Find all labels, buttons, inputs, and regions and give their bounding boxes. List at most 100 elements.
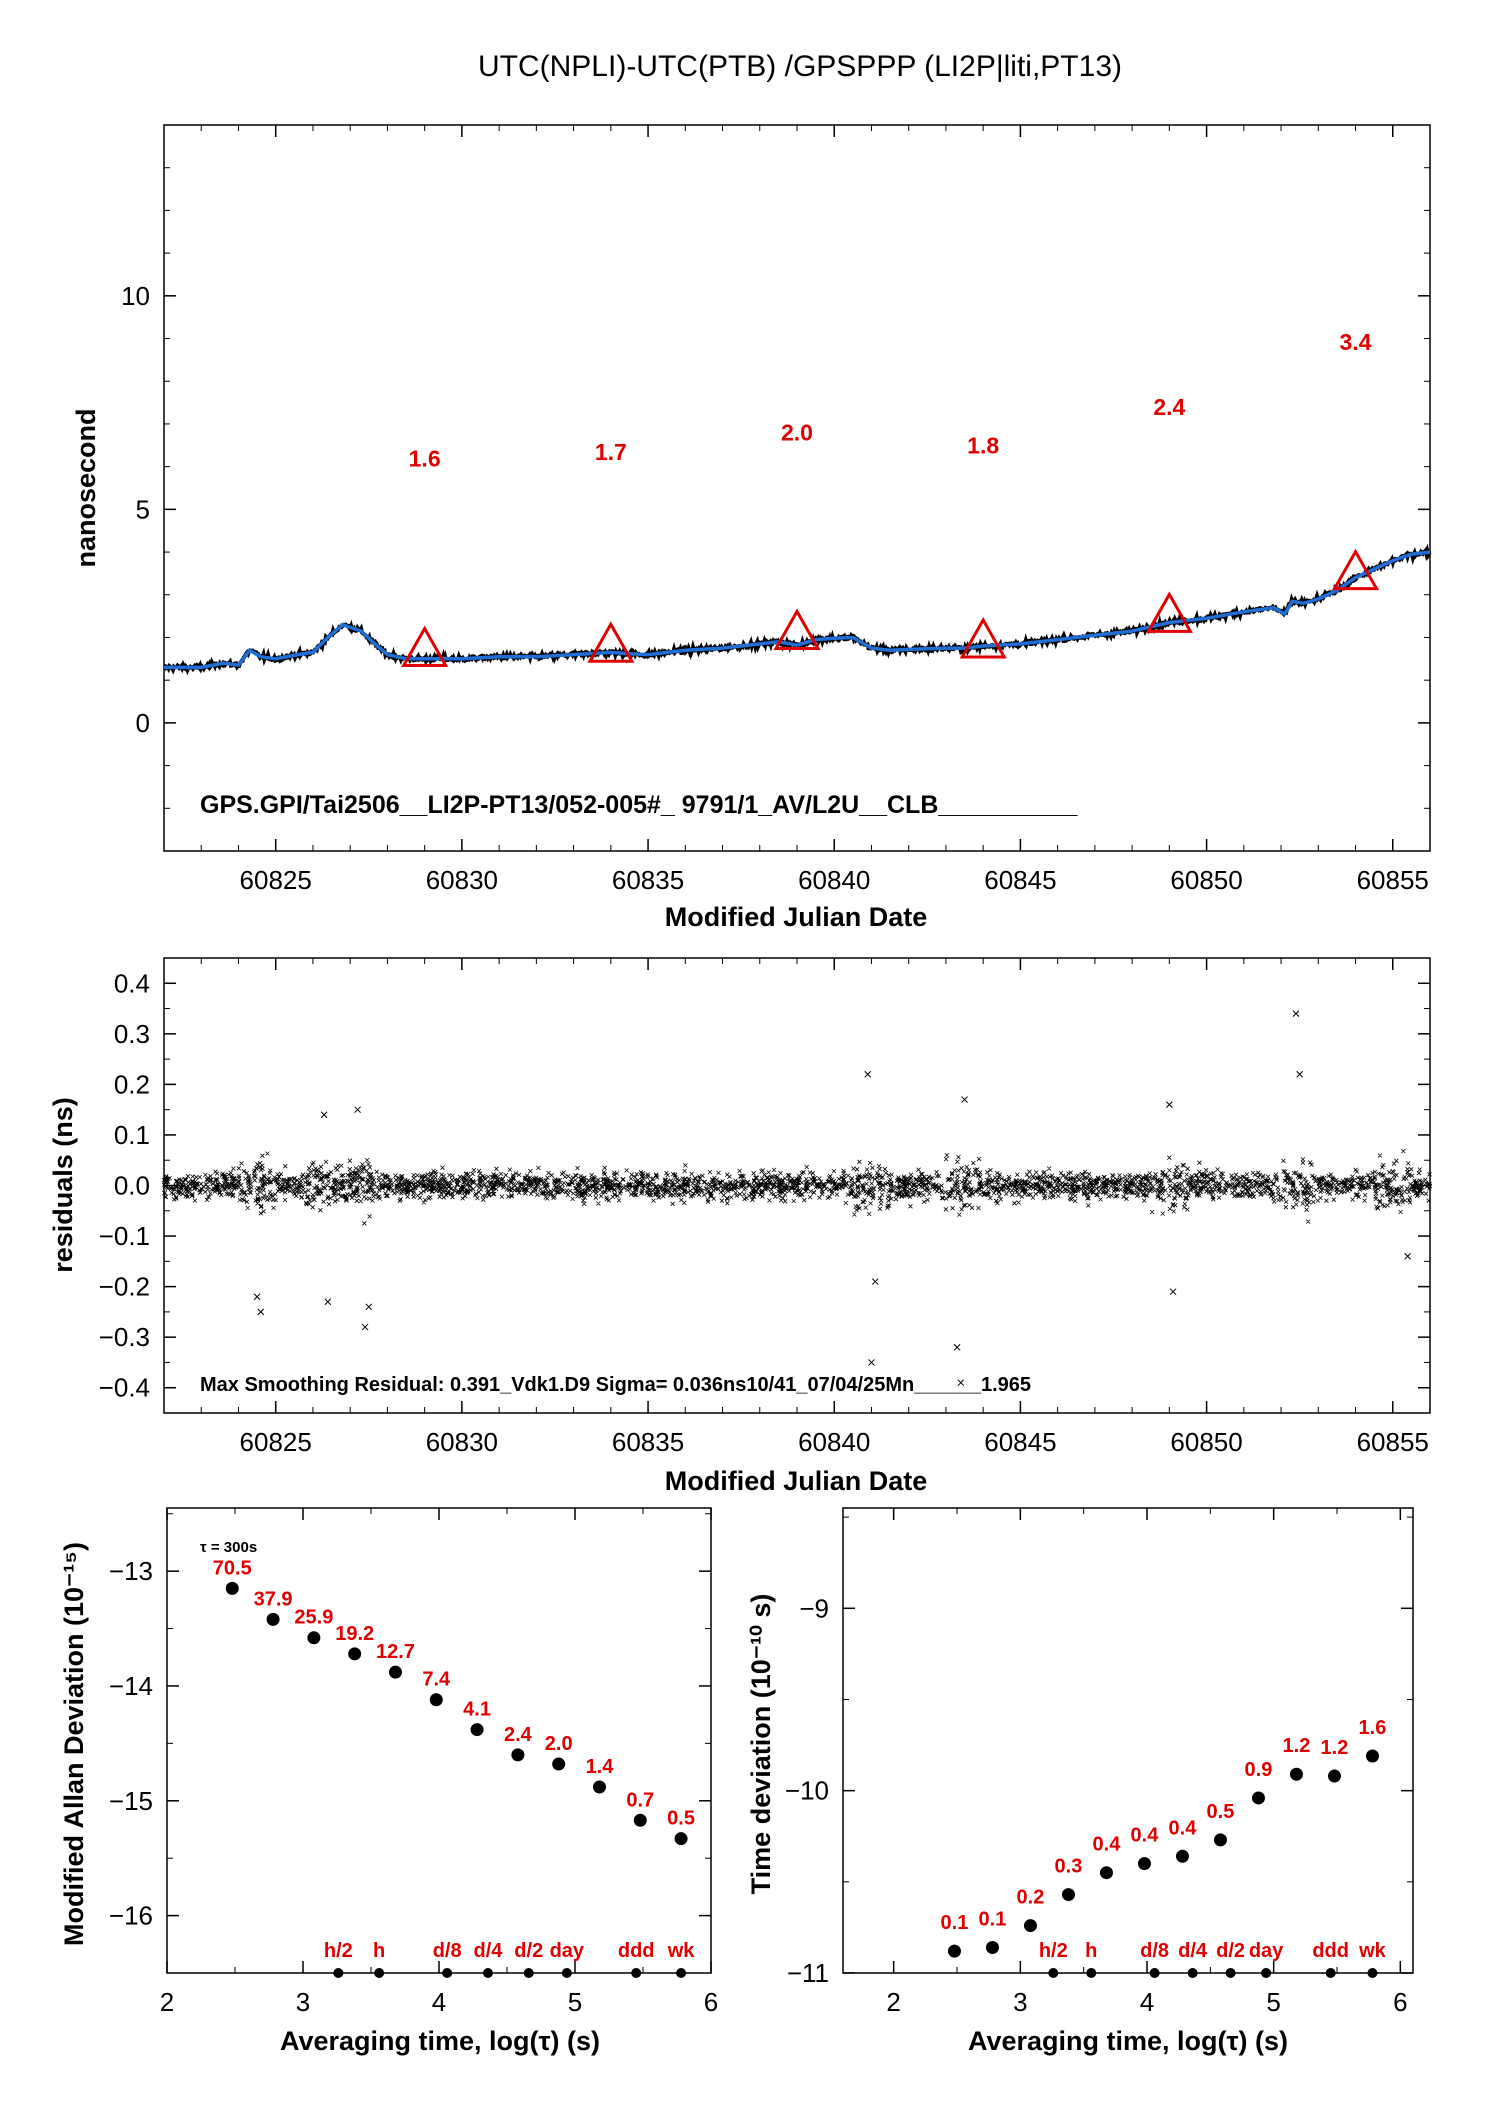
top-y-axis-label: nanosecond <box>71 408 101 567</box>
top-panel: 60825 60830 60835 60840 60845 60850 608550510 … <box>71 124 1432 932</box>
deviation-label: 2.0 <box>545 1733 573 1755</box>
tdev-plot-frame <box>842 1507 1414 1974</box>
deviation-point <box>947 1944 961 1958</box>
triangle-marker <box>401 625 449 668</box>
x-tick-label: 4 <box>1140 1987 1154 2017</box>
deviation-point <box>511 1748 525 1762</box>
x-tick-label: 60835 <box>612 865 684 895</box>
y-tick-label: 0.0 <box>114 1171 150 1201</box>
outlier-point <box>1296 1070 1304 1078</box>
residuals-x-axis-label: Modified Julian Date <box>665 1466 928 1496</box>
y-tick-label: −16 <box>109 1901 153 1931</box>
triangle-marker <box>773 608 821 650</box>
x-tick-label: 60845 <box>984 865 1056 895</box>
y-tick-label: −15 <box>109 1786 153 1816</box>
x-tick-label: 60855 <box>1357 865 1429 895</box>
mdev-y-axis-label: Modified Allan Deviation (10⁻¹⁵) <box>59 1542 89 1946</box>
triangle-marker <box>1145 591 1193 633</box>
y-tick-label: −0.1 <box>99 1221 150 1251</box>
deviation-label: 0.2 <box>1017 1887 1045 1909</box>
time-mark-label: d/8 <box>1140 1940 1169 1962</box>
y-tick-label: 0 <box>136 708 150 738</box>
outlier-point <box>257 1308 265 1316</box>
x-tick-label: 60840 <box>798 865 870 895</box>
deviation-label: 0.5 <box>1207 1801 1235 1823</box>
x-tick-label: 60825 <box>240 1427 312 1457</box>
figure-title: UTC(NPLI)-UTC(PTB) /GPSPPP (LI2P|liti,PT… <box>478 50 1122 83</box>
deviation-label: 1.2 <box>1321 1737 1349 1759</box>
tdev-y-axis-label: Time deviation (10⁻¹⁰ s) <box>746 1594 776 1895</box>
outlier-point <box>1404 1252 1412 1260</box>
y-tick-label: −13 <box>109 1556 153 1586</box>
y-tick-label: −10 <box>785 1776 829 1806</box>
mdev-points: 70.537.925.919.212.7 7.4 4.1 2.4 2.0 1.4 0.7 0.… <box>213 1557 695 1846</box>
deviation-point <box>674 1832 688 1846</box>
top-triangle-markers: 1.6 1.7 2.0 1.8 2.4 3.4 <box>401 329 1380 668</box>
x-tick-label: 60850 <box>1170 865 1242 895</box>
deviation-label: 19.2 <box>335 1623 374 1645</box>
outlier-point <box>953 1343 961 1351</box>
deviation-label: 0.7 <box>626 1789 654 1811</box>
marker-label: 1.6 <box>409 446 441 472</box>
outlier-point <box>868 1359 875 1366</box>
tdev-x-axis-label: Averaging time, log(τ) (s) <box>968 2026 1288 2056</box>
x-tick-label: 60825 <box>240 865 312 895</box>
time-mark-dot <box>1367 1968 1378 1978</box>
deviation-label: 0.1 <box>979 1908 1007 1930</box>
mdev-time-marks: h/2 h d/8 d/4 d/2 day ddd wk <box>324 1940 695 1978</box>
time-mark-dot <box>333 1968 344 1978</box>
deviation-label: 1.6 <box>1359 1717 1387 1739</box>
deviation-label: 4.1 <box>463 1699 491 1721</box>
deviation-point <box>307 1631 321 1645</box>
time-mark-label: day <box>1249 1940 1284 1962</box>
y-tick-label: −0.2 <box>99 1272 150 1302</box>
deviation-point <box>266 1612 280 1626</box>
time-mark-label: h/2 <box>324 1940 353 1962</box>
residuals-annotation: Max Smoothing Residual: 0.391_Vdk1.D9 Si… <box>200 1374 1031 1396</box>
marker-label: 1.7 <box>595 439 627 465</box>
time-mark-dot <box>1261 1968 1272 1978</box>
time-mark-dot <box>374 1968 385 1978</box>
deviation-point <box>1023 1919 1037 1933</box>
time-mark-label: d/4 <box>1178 1940 1208 1962</box>
tdev-panel: 2 3 4 5 6−11−10−9 0.1 0.10.20.30.4 0.4 0.40.50.… <box>746 1507 1414 2056</box>
deviation-point <box>592 1780 606 1794</box>
time-mark-dot <box>1086 1968 1097 1978</box>
residuals-scatter-cloud <box>161 1148 1433 1226</box>
triangle-marker <box>1331 548 1380 591</box>
time-mark-label: d/2 <box>1216 1940 1245 1962</box>
top-plot-frame <box>163 124 1431 852</box>
deviation-point <box>1137 1857 1151 1871</box>
time-mark-dot <box>631 1968 642 1978</box>
time-mark-label: d/8 <box>433 1940 462 1962</box>
deviation-label: 2.4 <box>504 1724 533 1746</box>
time-mark-dot <box>1325 1968 1336 1978</box>
deviation-point <box>985 1940 999 1954</box>
x-tick-label: 60840 <box>798 1427 870 1457</box>
time-mark-label: h <box>373 1940 385 1962</box>
deviation-point <box>388 1665 402 1679</box>
residual-points <box>161 1148 1433 1226</box>
deviation-label: 0.9 <box>1245 1759 1273 1781</box>
smoothed-trace-line <box>164 550 1431 670</box>
x-tick-label: 5 <box>568 1987 582 2017</box>
outlier-point <box>361 1323 369 1331</box>
x-tick-label: 6 <box>1393 1987 1407 2017</box>
x-tick-label: 60855 <box>1357 1427 1429 1457</box>
deviation-point <box>1365 1749 1379 1763</box>
deviation-point <box>1099 1866 1113 1880</box>
top-axis-ticks: 60825 60830 60835 60840 60845 60850 60855 0 5 10 <box>121 124 1431 895</box>
outlier-point <box>1169 1288 1177 1296</box>
deviation-label: 0.1 <box>941 1912 969 1934</box>
tdev-points: 0.1 0.1 0.2 0.3 0.4 0.4 0.4 0.5 0.9 1.2 1.2 1.6 <box>941 1717 1387 1958</box>
deviation-point <box>1289 1767 1303 1781</box>
outlier-point <box>1292 1010 1300 1017</box>
x-tick-label: 60845 <box>984 1427 1056 1457</box>
outlier-point <box>253 1293 261 1301</box>
deviation-label: 0.4 <box>1093 1834 1122 1856</box>
outlier-point <box>320 1111 328 1119</box>
x-tick-label: 60830 <box>426 1427 498 1457</box>
deviation-label: 25.9 <box>294 1607 333 1629</box>
time-mark-dot <box>1187 1968 1198 1978</box>
